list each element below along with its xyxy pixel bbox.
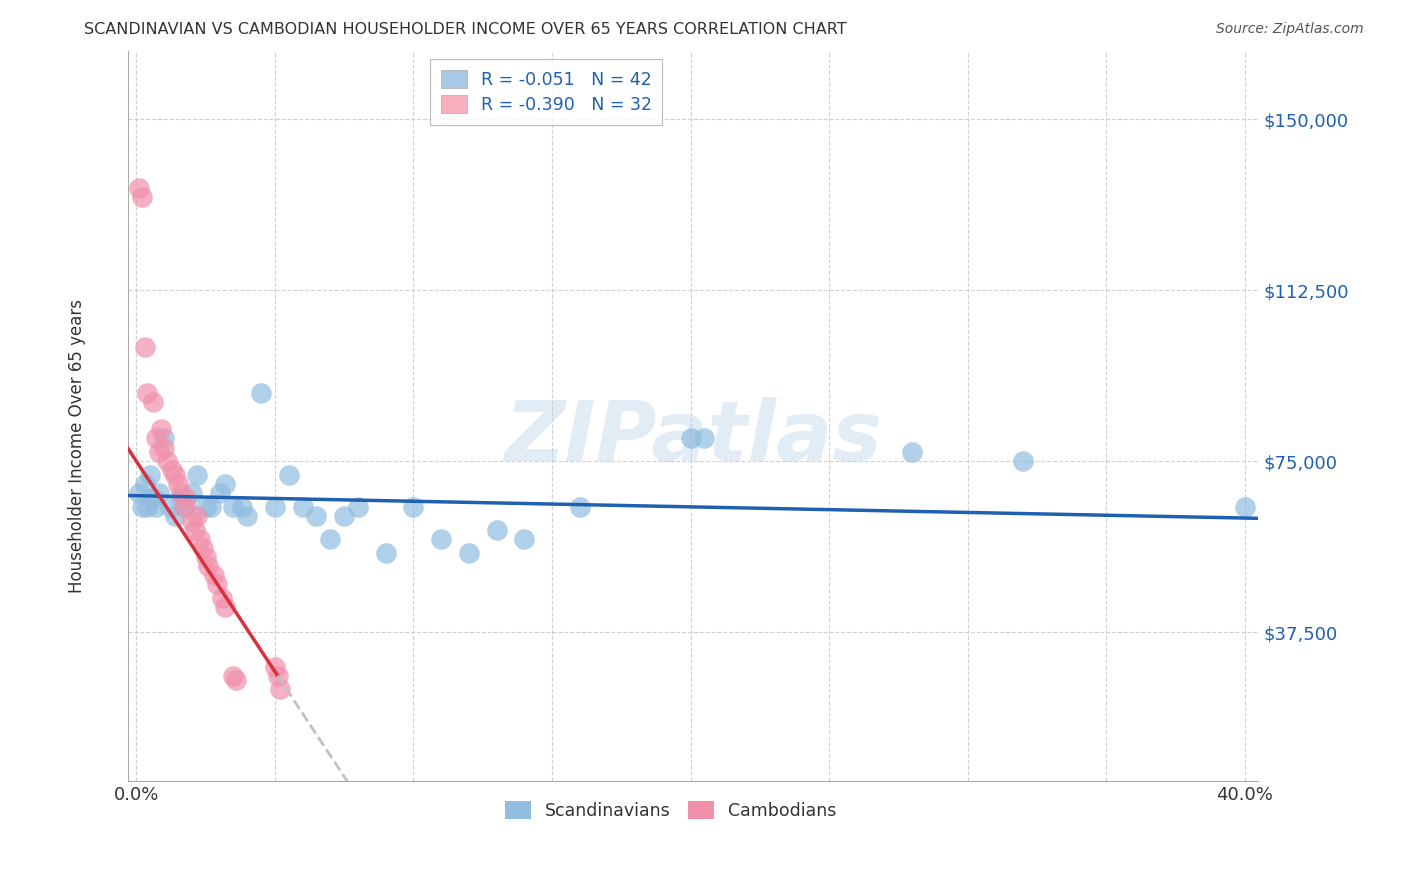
Point — [170, 491, 193, 505]
Point — [402, 500, 425, 514]
Point — [194, 550, 217, 565]
Point — [156, 454, 179, 468]
Point — [202, 568, 225, 582]
Point — [374, 545, 396, 559]
Point — [183, 523, 205, 537]
Text: SCANDINAVIAN VS CAMBODIAN HOUSEHOLDER INCOME OVER 65 YEARS CORRELATION CHART: SCANDINAVIAN VS CAMBODIAN HOUSEHOLDER IN… — [84, 22, 846, 37]
Point — [148, 445, 170, 459]
Point — [568, 500, 591, 514]
Point — [145, 500, 167, 514]
Point — [153, 432, 176, 446]
Point — [173, 500, 195, 514]
Point — [148, 486, 170, 500]
Point — [231, 500, 253, 514]
Point — [1233, 500, 1256, 514]
Point — [214, 600, 236, 615]
Point — [134, 477, 156, 491]
Point — [174, 491, 197, 505]
Point — [208, 486, 231, 500]
Point — [180, 514, 202, 528]
Point — [693, 432, 716, 446]
Point — [269, 682, 291, 697]
Point — [139, 467, 162, 482]
Point — [225, 673, 247, 688]
Point — [142, 491, 165, 505]
Point — [128, 486, 150, 500]
Point — [901, 445, 924, 459]
Point — [162, 463, 184, 477]
Point — [485, 523, 508, 537]
Point — [191, 541, 214, 555]
Point — [197, 559, 219, 574]
Point — [167, 477, 190, 491]
Text: ZIPatlas: ZIPatlas — [505, 397, 882, 478]
Point — [222, 669, 245, 683]
Point — [1012, 454, 1035, 468]
Point — [180, 486, 202, 500]
Point — [186, 467, 208, 482]
Point — [134, 340, 156, 354]
Point — [457, 545, 479, 559]
Point — [136, 385, 159, 400]
Point — [174, 500, 197, 514]
Point — [150, 422, 173, 436]
Point — [159, 500, 181, 514]
Point — [264, 500, 287, 514]
Point — [131, 500, 153, 514]
Point — [142, 395, 165, 409]
Point — [200, 500, 222, 514]
Point — [305, 509, 328, 524]
Point — [205, 577, 228, 591]
Point — [165, 509, 187, 524]
Point — [267, 669, 290, 683]
Point — [145, 432, 167, 446]
Legend: Scandinavians, Cambodians: Scandinavians, Cambodians — [498, 794, 844, 827]
Point — [194, 500, 217, 514]
Point — [319, 532, 342, 546]
Point — [165, 467, 187, 482]
Point — [170, 486, 193, 500]
Point — [214, 477, 236, 491]
Point — [513, 532, 536, 546]
Text: Householder Income Over 65 years: Householder Income Over 65 years — [69, 299, 86, 593]
Point — [153, 441, 176, 455]
Point — [250, 385, 273, 400]
Point — [131, 189, 153, 203]
Point — [291, 500, 314, 514]
Point — [679, 432, 702, 446]
Point — [277, 467, 299, 482]
Point — [128, 180, 150, 194]
Text: Source: ZipAtlas.com: Source: ZipAtlas.com — [1216, 22, 1364, 37]
Point — [236, 509, 259, 524]
Point — [222, 500, 245, 514]
Point — [264, 659, 287, 673]
Point — [188, 532, 211, 546]
Point — [430, 532, 453, 546]
Point — [186, 509, 208, 524]
Point — [136, 500, 159, 514]
Point — [347, 500, 370, 514]
Point — [333, 509, 356, 524]
Point — [211, 591, 233, 606]
